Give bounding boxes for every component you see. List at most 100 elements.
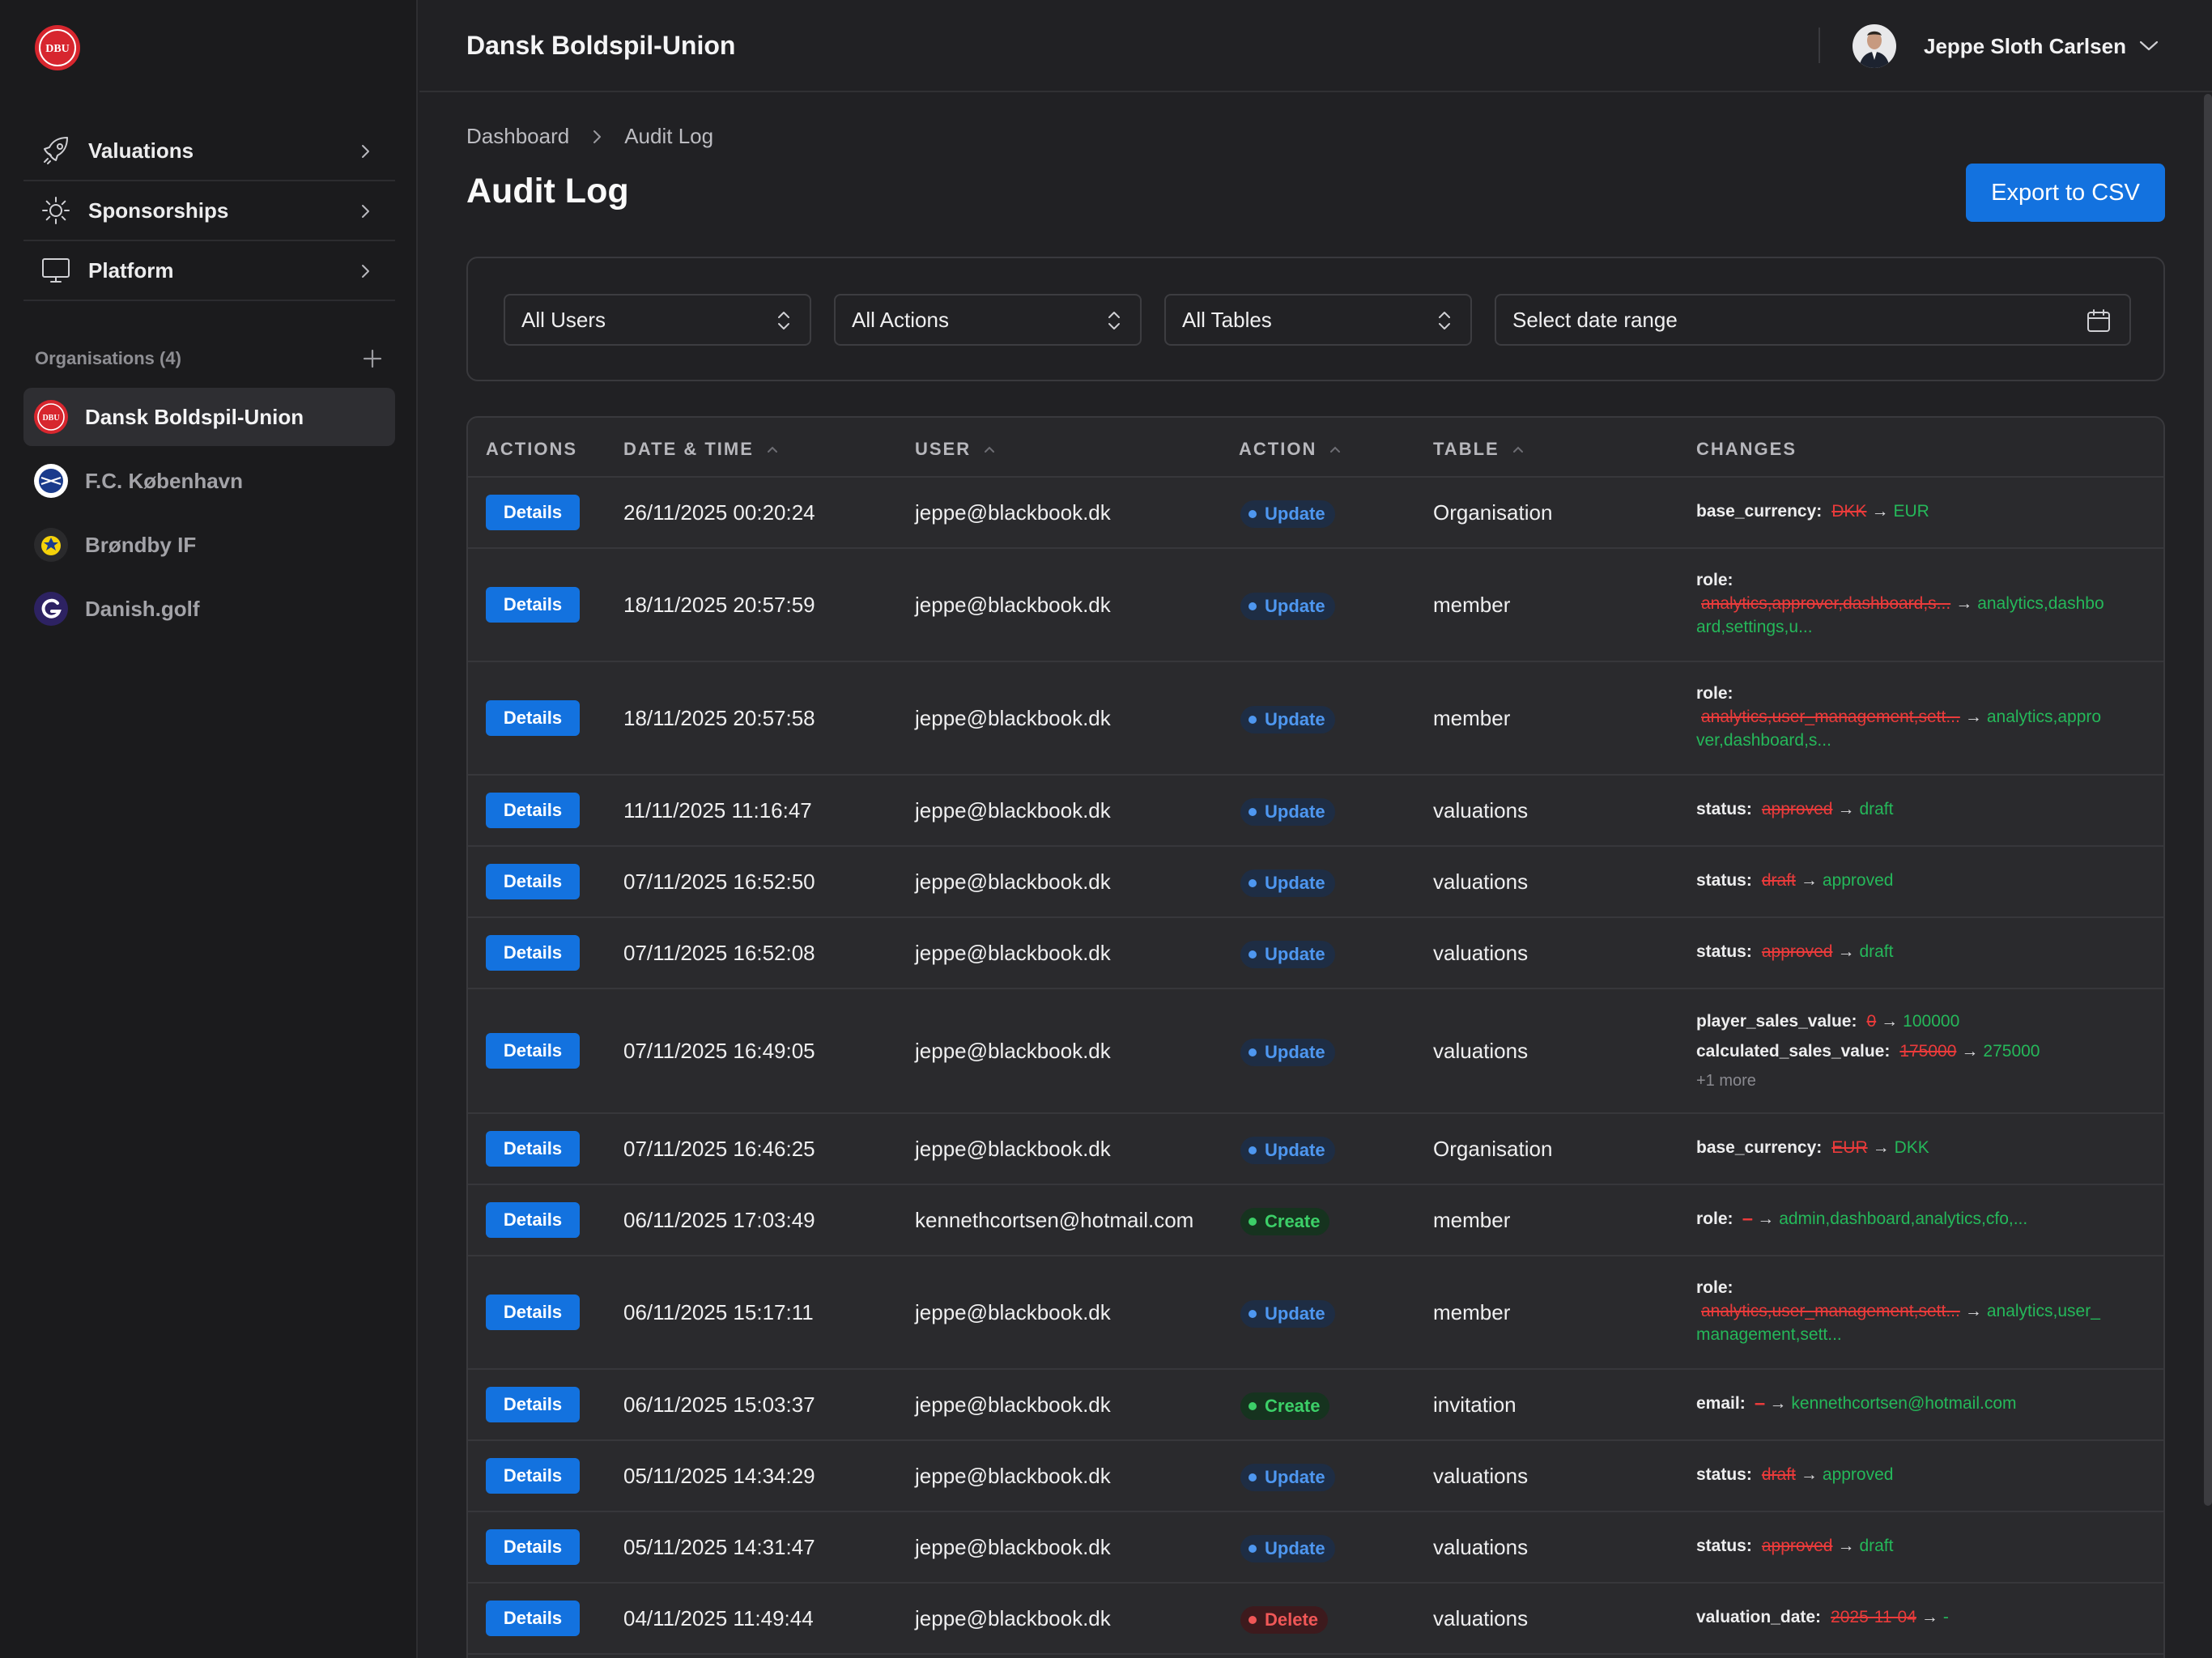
table-row: Details 05/11/2025 14:31:47 jeppe@blackboo… [468, 1512, 2163, 1584]
column-table[interactable]: TABLE [1433, 439, 1525, 460]
org-fc-koebenhavn[interactable]: F.C. København [23, 452, 395, 510]
table-row: Details 18/11/2025 20:57:58 jeppe@blackboo… [468, 662, 2163, 776]
status-dot [1249, 950, 1257, 959]
arrow-right-icon: → [1961, 1042, 1979, 1061]
change-new-value: approved [1822, 1465, 1894, 1484]
sidebar-item-label: Sponsorships [88, 198, 229, 223]
change-new-value: - [1942, 1608, 1949, 1626]
export-csv-button[interactable]: Export to CSV [1966, 164, 2165, 222]
cell-changes: base_currency: EUR → DKK [1696, 1136, 2150, 1159]
svg-text:DBU: DBU [45, 43, 70, 55]
details-button[interactable]: Details [486, 1295, 580, 1330]
cell-user: jeppe@blackbook.dk [915, 593, 1111, 617]
table-row: Details 06/11/2025 15:03:37 jeppe@blackboo… [468, 1370, 2163, 1441]
details-button[interactable]: Details [486, 495, 580, 530]
cell-datetime: 18/11/2025 20:57:59 [623, 593, 815, 617]
change-field: role: [1696, 1278, 1733, 1297]
org-label: Danish.golf [85, 596, 200, 621]
sidebar-item-platform[interactable]: Platform [23, 241, 395, 301]
details-button[interactable]: Details [486, 1033, 580, 1069]
cell-user: jeppe@blackbook.dk [915, 798, 1111, 823]
arrow-right-icon: → [1964, 708, 1982, 726]
details-button[interactable]: Details [486, 864, 580, 899]
date-range-picker[interactable]: Select date range [1495, 294, 2131, 346]
sidebar-item-valuations[interactable]: Valuations [23, 121, 395, 181]
table-header: ACTIONS DATE & TIME USER ACTION TABLE CH… [468, 418, 2163, 478]
details-button[interactable]: Details [486, 1131, 580, 1167]
cell-changes: player_sales_value: 0 → 100000 calculated_sa… [1696, 1010, 2150, 1093]
change-new-value: approved [1822, 871, 1894, 890]
cell-user: jeppe@blackbook.dk [915, 1464, 1111, 1488]
org-broendby-if[interactable]: Brøndby IF [23, 516, 395, 574]
arrow-right-icon: → [1800, 1465, 1818, 1484]
action-badge-update: Update [1240, 1137, 1335, 1164]
page-title: Audit Log [466, 172, 629, 210]
cell-changes: role: analytics,user_management,sett... → a… [1696, 1276, 2150, 1346]
org-danish-golf[interactable]: Danish.golf [23, 580, 395, 638]
calendar-icon[interactable] [2086, 308, 2112, 334]
change-new-value: DKK [1894, 1138, 1929, 1157]
sidebar-item-label: Valuations [88, 138, 194, 163]
user-avatar[interactable] [1853, 24, 1896, 68]
change-old-value: analytics,approver,dashboard,s... [1701, 594, 1951, 613]
chevron-right-icon [593, 130, 602, 143]
cell-table: valuations [1433, 1464, 1529, 1488]
column-user[interactable]: USER [915, 439, 997, 460]
cell-datetime: 06/11/2025 15:03:37 [623, 1392, 815, 1417]
arrow-right-icon: → [1872, 1138, 1890, 1157]
add-organisation-icon[interactable] [362, 348, 383, 369]
cell-changes: role: analytics,approver,dashboard,s... → a… [1696, 568, 2150, 639]
action-badge-update: Update [1240, 593, 1335, 620]
status-dot [1249, 1402, 1257, 1410]
change-new-value: draft [1859, 1537, 1894, 1555]
chevron-down-icon[interactable] [2138, 36, 2160, 55]
sort-up-icon[interactable] [765, 444, 780, 454]
change-new-value: admin,dashboard,analytics,cfo,... [1779, 1209, 2028, 1228]
table-row: Details 06/11/2025 15:17:11 jeppe@blackboo… [468, 1256, 2163, 1370]
chevron-right-icon [362, 205, 369, 218]
dbu-logo[interactable]: DBU [34, 24, 81, 71]
cell-table: valuations [1433, 869, 1529, 894]
details-button[interactable]: Details [486, 793, 580, 828]
sort-up-icon[interactable] [1328, 444, 1342, 454]
change-new-value-cont: management,sett... [1696, 1325, 1842, 1344]
details-button[interactable]: Details [486, 1529, 580, 1565]
sidebar-item-sponsorships[interactable]: Sponsorships [23, 181, 395, 241]
cell-table: member [1433, 1208, 1511, 1232]
details-button[interactable]: Details [486, 935, 580, 971]
org-dansk-boldspil-union[interactable]: DBU Dansk Boldspil-Union [23, 388, 395, 446]
change-new-value: kennethcortsen@hotmail.com [1791, 1394, 2017, 1413]
cell-datetime: 05/11/2025 14:34:29 [623, 1464, 815, 1488]
cell-user: kennethcortsen@hotmail.com [915, 1208, 1194, 1232]
details-button[interactable]: Details [486, 1458, 580, 1494]
column-date-time[interactable]: DATE & TIME [623, 439, 780, 460]
action-badge-update: Update [1240, 500, 1335, 528]
table-row: Details 06/11/2025 17:03:49 kennethcortsen… [468, 1185, 2163, 1256]
users-filter-select[interactable]: All Users [504, 294, 811, 346]
sort-up-icon[interactable] [982, 444, 997, 454]
column-action[interactable]: ACTION [1239, 439, 1342, 460]
change-field: calculated_sales_value: [1696, 1042, 1891, 1061]
org-logo-icon: DBU [23, 399, 69, 435]
cell-changes: email: – → kennethcortsen@hotmail.com [1696, 1392, 2150, 1415]
actions-filter-select[interactable]: All Actions [834, 294, 1142, 346]
sort-up-icon[interactable] [1511, 444, 1525, 454]
sidebar-item-label: Platform [88, 257, 174, 283]
audit-log-table: ACTIONS DATE & TIME USER ACTION TABLE CH… [466, 416, 2165, 1658]
page-scrollbar[interactable] [2204, 94, 2212, 1506]
details-button[interactable]: Details [486, 1387, 580, 1422]
change-field: base_currency: [1696, 502, 1823, 521]
cell-user: jeppe@blackbook.dk [915, 869, 1111, 894]
details-button[interactable]: Details [486, 700, 580, 736]
breadcrumb-dashboard[interactable]: Dashboard [466, 124, 570, 148]
details-button[interactable]: Details [486, 1601, 580, 1636]
arrow-right-icon: → [1757, 1209, 1775, 1228]
svg-text:DBU: DBU [42, 414, 59, 423]
change-new-value: analytics,user_ [1986, 1302, 2100, 1320]
details-button[interactable]: Details [486, 587, 580, 623]
details-button[interactable]: Details [486, 1202, 580, 1238]
status-dot [1249, 1048, 1257, 1056]
tables-filter-select[interactable]: All Tables [1164, 294, 1472, 346]
more-changes-link[interactable]: +1 more [1696, 1072, 1756, 1090]
user-name[interactable]: Jeppe Sloth Carlsen [1924, 34, 2126, 58]
